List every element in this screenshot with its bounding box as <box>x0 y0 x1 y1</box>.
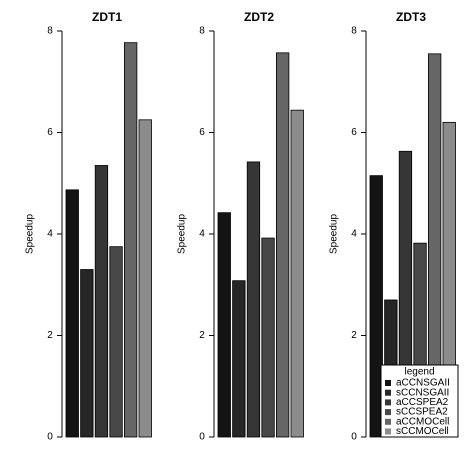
bar <box>80 269 94 438</box>
legend-title: legend <box>404 367 434 378</box>
legend-swatch <box>385 389 391 396</box>
legend-swatch <box>385 418 391 425</box>
y-tick-label: 4 <box>47 229 53 240</box>
y-tick-label: 8 <box>351 26 357 37</box>
y-tick-label: 2 <box>351 330 357 341</box>
legend-label: sCCNSGAII <box>396 387 449 398</box>
chart-title: ZDT1 <box>92 10 122 24</box>
y-tick-label: 6 <box>199 127 205 138</box>
y-axis-label: Speedup <box>329 214 340 254</box>
legend-label: aCCSPEA2 <box>396 397 449 408</box>
y-axis-label: Speedup <box>25 214 36 254</box>
bar <box>138 119 152 438</box>
y-tick-label: 8 <box>47 26 53 37</box>
bar <box>217 212 231 438</box>
legend-box <box>380 364 459 438</box>
bar <box>65 189 79 438</box>
y-tick-label: 6 <box>47 127 53 138</box>
bar <box>94 165 109 438</box>
y-tick-label: 2 <box>47 330 53 341</box>
bar <box>290 109 304 438</box>
chart-title: ZDT2 <box>244 10 274 24</box>
legend-swatch <box>385 380 391 386</box>
y-tick-label: 0 <box>47 432 53 443</box>
chart-title: ZDT3 <box>396 10 426 24</box>
bar <box>232 280 246 438</box>
y-tick-label: 0 <box>199 432 205 443</box>
bar <box>275 52 290 438</box>
legend-label: aCCNSGAII <box>396 378 450 389</box>
bar <box>109 246 123 438</box>
y-tick-label: 6 <box>351 127 357 138</box>
legend-label: aCCMOCell <box>396 416 449 427</box>
legend-swatch <box>385 428 391 435</box>
legend-label: sCCSPEA2 <box>396 407 448 418</box>
y-tick-label: 4 <box>351 229 357 240</box>
y-tick-label: 4 <box>199 229 205 240</box>
legend-swatch <box>385 409 391 416</box>
bar <box>369 175 383 438</box>
y-axis-label: Speedup <box>177 214 188 254</box>
y-tick-label: 2 <box>199 330 205 341</box>
y-tick-label: 0 <box>351 432 357 443</box>
legend-label: sCCMOCell <box>396 426 449 437</box>
bar <box>124 42 138 438</box>
bar <box>261 237 275 438</box>
legend-swatch <box>385 399 391 406</box>
y-tick-label: 8 <box>199 26 205 37</box>
bar <box>246 161 261 438</box>
